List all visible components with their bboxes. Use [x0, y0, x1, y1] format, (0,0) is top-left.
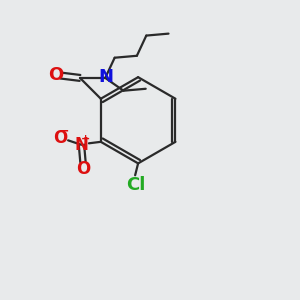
Text: +: + [80, 134, 90, 144]
Text: N: N [74, 136, 88, 154]
Text: Cl: Cl [126, 176, 146, 194]
Text: O: O [76, 160, 91, 178]
Text: −: − [59, 124, 70, 138]
Text: O: O [53, 129, 68, 147]
Text: O: O [48, 66, 63, 84]
Text: N: N [98, 68, 113, 86]
